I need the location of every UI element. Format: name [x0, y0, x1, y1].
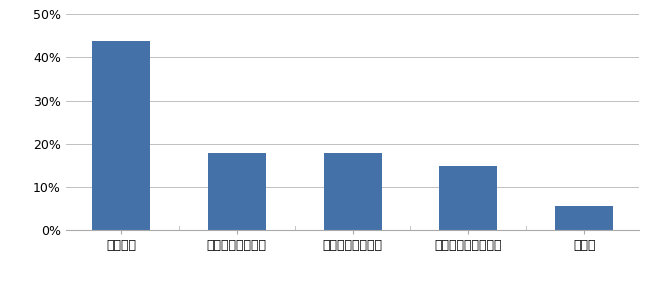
Bar [440, 166, 498, 230]
Bar [324, 153, 382, 230]
Bar [208, 153, 266, 230]
Bar [92, 41, 150, 230]
Bar [556, 206, 613, 230]
